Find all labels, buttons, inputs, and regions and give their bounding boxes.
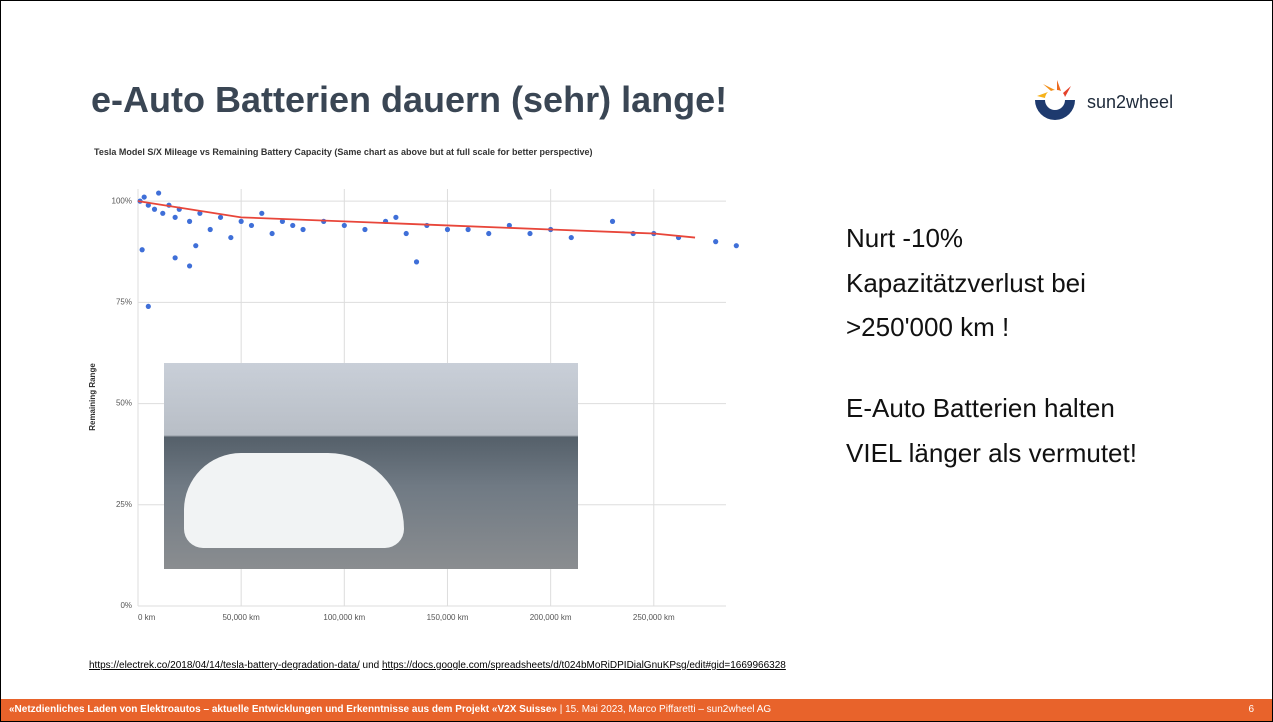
joiner: und	[362, 660, 380, 671]
data-point	[568, 234, 574, 241]
data-point	[228, 234, 234, 241]
footer-info: | 15. Mai 2023, Marco Piffaretti – sun2w…	[559, 704, 772, 715]
data-point	[141, 194, 147, 200]
data-point	[506, 222, 512, 229]
data-point	[733, 243, 739, 249]
data-point	[207, 226, 213, 233]
trend-line	[137, 200, 696, 239]
logo-icon	[1035, 80, 1075, 120]
y-tick-label: 75%	[116, 297, 132, 306]
y-tick-label: 50%	[116, 399, 132, 408]
data-point	[139, 247, 145, 253]
data-point	[193, 243, 199, 249]
data-point	[269, 230, 275, 237]
text-line: Kapazitätzverlust bei	[846, 268, 1086, 298]
logo-text: sun2wheel	[1087, 92, 1174, 112]
data-point	[444, 226, 451, 233]
data-point	[160, 210, 166, 216]
text-line: >250'000 km !	[846, 312, 1010, 342]
source-link[interactable]: https://electrek.co/2018/04/14/tesla-bat…	[89, 660, 360, 671]
data-point	[186, 263, 193, 269]
x-tick-label: 150,000 km	[427, 613, 469, 622]
y-tick-label: 25%	[116, 500, 132, 509]
footer-title: «Netzdienliches Laden von Elektroautos –…	[9, 704, 557, 715]
text-line: VIEL länger als vermutet!	[846, 438, 1137, 468]
data-point	[341, 222, 347, 229]
data-point	[609, 218, 616, 224]
x-tick-label: 250,000 km	[633, 613, 675, 622]
data-point	[172, 214, 178, 220]
data-point	[465, 226, 471, 233]
data-point	[393, 214, 399, 220]
sources: https://electrek.co/2018/04/14/tesla-bat…	[89, 660, 786, 671]
data-point	[172, 255, 178, 261]
footer: «Netzdienliches Laden von Elektroautos –…	[1, 699, 1272, 721]
chart-title: Tesla Model S/X Mileage vs Remaining Bat…	[94, 147, 593, 157]
x-tick-label: 50,000 km	[222, 613, 260, 622]
data-point	[186, 218, 193, 224]
data-point	[413, 259, 420, 265]
data-point	[713, 239, 719, 245]
logo: sun2wheel	[1031, 78, 1173, 131]
data-point	[279, 218, 286, 224]
data-point	[486, 230, 492, 237]
text-line: Nurt -10%	[846, 223, 964, 253]
data-point	[151, 206, 158, 212]
data-point	[145, 202, 151, 208]
text-line: E-Auto Batterien halten	[846, 393, 1115, 423]
source-link[interactable]: https://docs.google.com/spreadsheets/d/t…	[381, 660, 786, 671]
y-tick-label: 100%	[112, 196, 132, 205]
x-tick-label: 200,000 km	[530, 613, 572, 622]
photo-car	[184, 453, 404, 548]
page-number: 6	[1248, 704, 1254, 715]
data-point	[300, 226, 306, 233]
data-point	[156, 190, 162, 196]
slide-title: e-Auto Batterien dauern (sehr) lange!	[91, 79, 728, 120]
data-point	[248, 222, 255, 229]
data-point	[527, 230, 533, 237]
data-point	[362, 226, 368, 233]
data-point	[259, 210, 265, 216]
y-tick-label: 0%	[120, 601, 132, 610]
data-point	[217, 214, 224, 220]
data-point	[197, 210, 203, 216]
photo	[164, 363, 578, 569]
y-axis-label: Remaining Range	[88, 363, 97, 431]
data-point	[290, 222, 296, 229]
data-point	[145, 303, 151, 310]
x-tick-label: 100,000 km	[323, 613, 365, 622]
data-point	[238, 218, 244, 224]
data-point	[403, 230, 409, 237]
x-tick-label: 0 km	[138, 613, 156, 622]
